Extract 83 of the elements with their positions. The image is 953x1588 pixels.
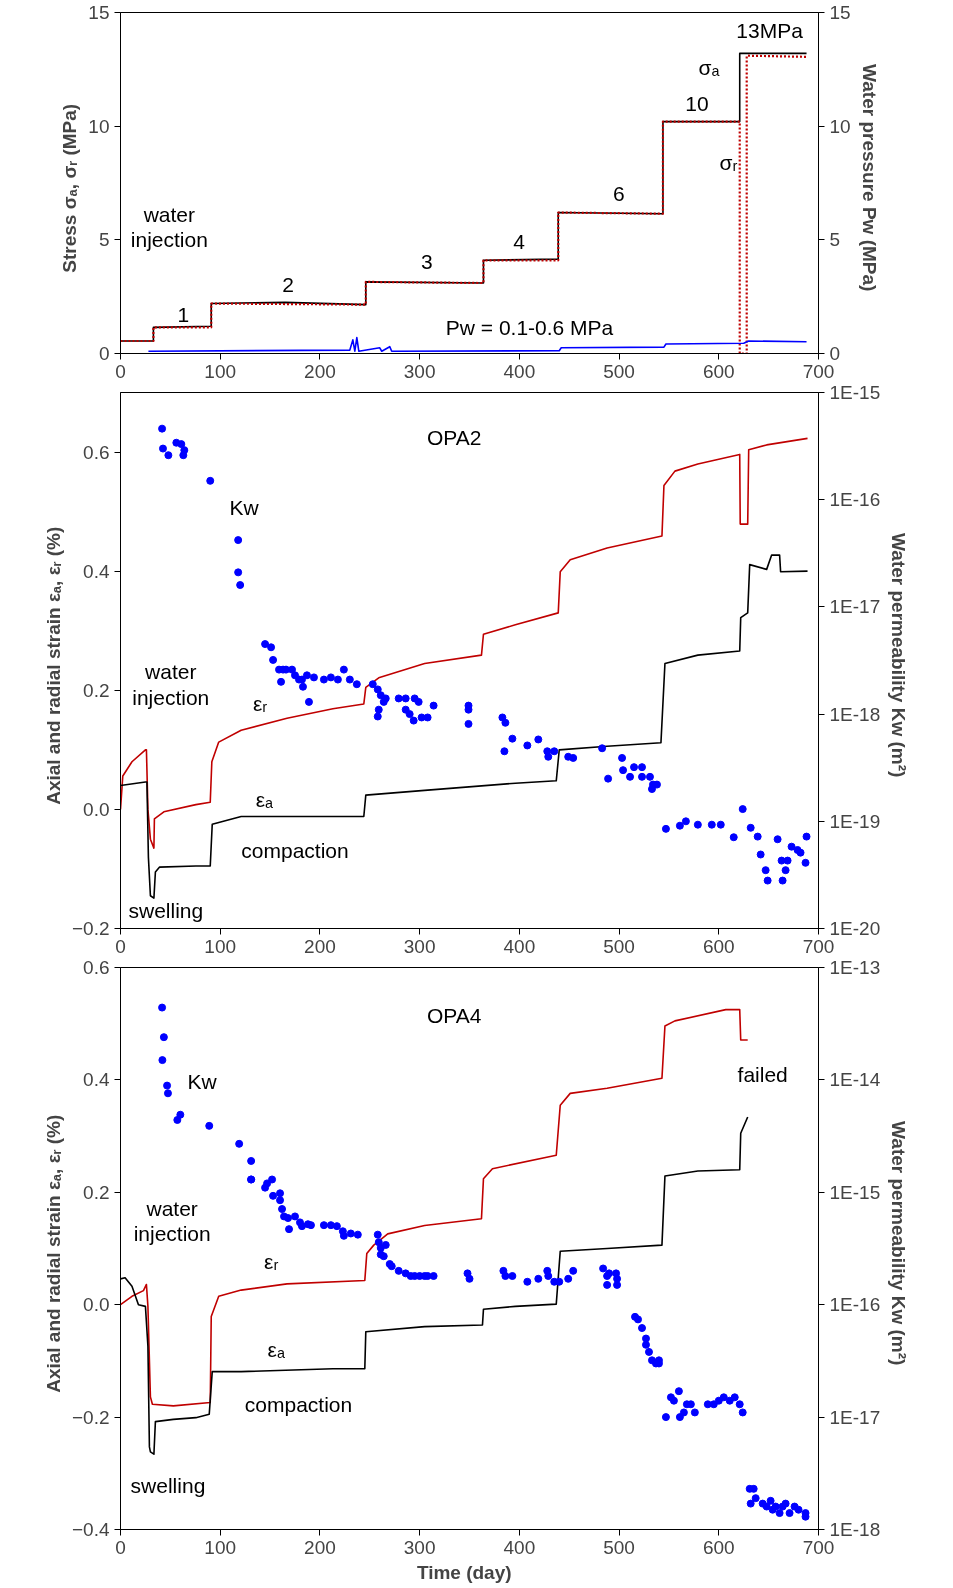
x-tick-label: 600 bbox=[702, 1536, 735, 1558]
annotation: εᵣ bbox=[252, 692, 268, 716]
annotation: water injection bbox=[132, 660, 210, 709]
annotation: 10 bbox=[685, 91, 709, 115]
y2-tick-label: 1E-17 bbox=[829, 1406, 881, 1428]
annotation: water injection bbox=[130, 203, 208, 252]
y2-tick-label: 1E-16 bbox=[829, 1294, 881, 1316]
x-tick-label: 300 bbox=[403, 935, 436, 957]
x-tick-label: 400 bbox=[503, 1536, 536, 1558]
annotation: 6 bbox=[613, 182, 625, 206]
annotation: Kw bbox=[187, 1069, 218, 1093]
y-axis-title: Axial and radial strain εₐ, εᵣ (%) bbox=[42, 526, 64, 805]
y-tick-label: −0.2 bbox=[71, 918, 110, 939]
annotation: εₐ bbox=[255, 788, 274, 812]
y-tick-label: 0.2 bbox=[83, 679, 110, 701]
annotation: Kw bbox=[229, 495, 260, 519]
x-tick-label: 200 bbox=[304, 360, 336, 382]
y2-tick-label: 1E-19 bbox=[829, 810, 881, 832]
annotation: compaction bbox=[241, 838, 349, 862]
y-axis-title: Stress σₐ, σᵣ (MPa) bbox=[59, 103, 81, 273]
annotation: 3 bbox=[421, 250, 433, 274]
annotation: OPA4 bbox=[426, 1004, 482, 1028]
x-tick-label: 500 bbox=[603, 360, 635, 382]
x-tick-label: 500 bbox=[603, 1536, 635, 1558]
x-tick-label: 200 bbox=[304, 1536, 336, 1558]
y2-axis-title: Water pressure Pw (MPa) bbox=[858, 64, 880, 292]
annotation: εᵣ bbox=[264, 1249, 279, 1273]
y2-tick-label: 1E-15 bbox=[829, 382, 881, 403]
annotation: compaction bbox=[244, 1392, 353, 1416]
annotation: failed bbox=[737, 1063, 788, 1087]
annotation: 4 bbox=[513, 229, 526, 253]
annotation: OPA2 bbox=[426, 426, 482, 450]
y2-tick-label: 15 bbox=[829, 2, 851, 23]
y-tick-label: 0.2 bbox=[83, 1181, 110, 1203]
annotation: 13MPa bbox=[736, 19, 804, 43]
x-tick-label: 200 bbox=[304, 935, 336, 957]
annotation: water injection bbox=[133, 1196, 211, 1246]
y2-tick-label: 1E-15 bbox=[829, 1181, 881, 1203]
line-series bbox=[147, 336, 808, 353]
y2-tick-label: 1E-16 bbox=[829, 489, 881, 511]
x-tick-label: 300 bbox=[403, 360, 436, 382]
y2-tick-label: 10 bbox=[829, 115, 851, 137]
y2-axis-title: Water permeability Kw (m²) bbox=[888, 1121, 910, 1366]
y-tick-label: 0.4 bbox=[83, 1069, 110, 1091]
y-tick-label: 0.6 bbox=[83, 957, 110, 978]
x-tick-label: 0 bbox=[115, 1536, 126, 1558]
x-tick-label: 600 bbox=[702, 935, 735, 957]
x-tick-label: 100 bbox=[204, 1536, 237, 1558]
y-tick-label: 15 bbox=[88, 2, 110, 23]
x-tick-label: 400 bbox=[503, 360, 536, 382]
x-tick-label: 500 bbox=[603, 935, 635, 957]
y-tick-label: −0.4 bbox=[71, 1519, 110, 1540]
annotation: 1 bbox=[177, 302, 190, 326]
x-tick-label: 600 bbox=[702, 360, 735, 382]
y-tick-label: 10 bbox=[88, 115, 110, 137]
y-tick-label: 0 bbox=[98, 343, 110, 364]
y2-axis-title: Water permeability Kw (m²) bbox=[888, 533, 910, 778]
x-tick-label: 100 bbox=[204, 935, 237, 957]
y-tick-label: 0.0 bbox=[83, 798, 110, 820]
y-tick-label: 0.6 bbox=[83, 441, 110, 463]
annotation: 2 bbox=[282, 273, 294, 297]
x-tick-label: 300 bbox=[403, 1536, 436, 1558]
y2-tick-label: 1E-18 bbox=[829, 703, 881, 725]
annotation: swelling bbox=[128, 898, 204, 922]
y2-tick-label: 1E-17 bbox=[829, 596, 881, 618]
x-tick-label: 400 bbox=[503, 935, 536, 957]
annotation: σᵣ bbox=[719, 151, 738, 175]
y2-tick-label: 1E-14 bbox=[829, 1069, 881, 1091]
x-tick-label: 0 bbox=[115, 360, 126, 382]
y2-tick-label: 5 bbox=[829, 229, 841, 251]
y-axis-title: Axial and radial strain εₐ, εᵣ (%) bbox=[42, 1114, 64, 1393]
y-tick-label: 0.4 bbox=[83, 560, 110, 582]
annotation: σₐ bbox=[698, 55, 720, 79]
x-axis-title: Time (day) bbox=[416, 1561, 512, 1583]
y2-tick-label: 1E-13 bbox=[829, 957, 881, 978]
y-tick-label: −0.2 bbox=[71, 1406, 110, 1428]
annotation: εₐ bbox=[267, 1337, 285, 1361]
x-tick-label: 100 bbox=[204, 360, 237, 382]
y-tick-label: 5 bbox=[98, 229, 110, 251]
y-tick-label: 0.0 bbox=[83, 1294, 110, 1316]
annotation: swelling bbox=[130, 1474, 206, 1498]
annotation: Pw = 0.1-0.6 MPa bbox=[445, 316, 614, 340]
x-tick-label: 0 bbox=[115, 935, 126, 957]
